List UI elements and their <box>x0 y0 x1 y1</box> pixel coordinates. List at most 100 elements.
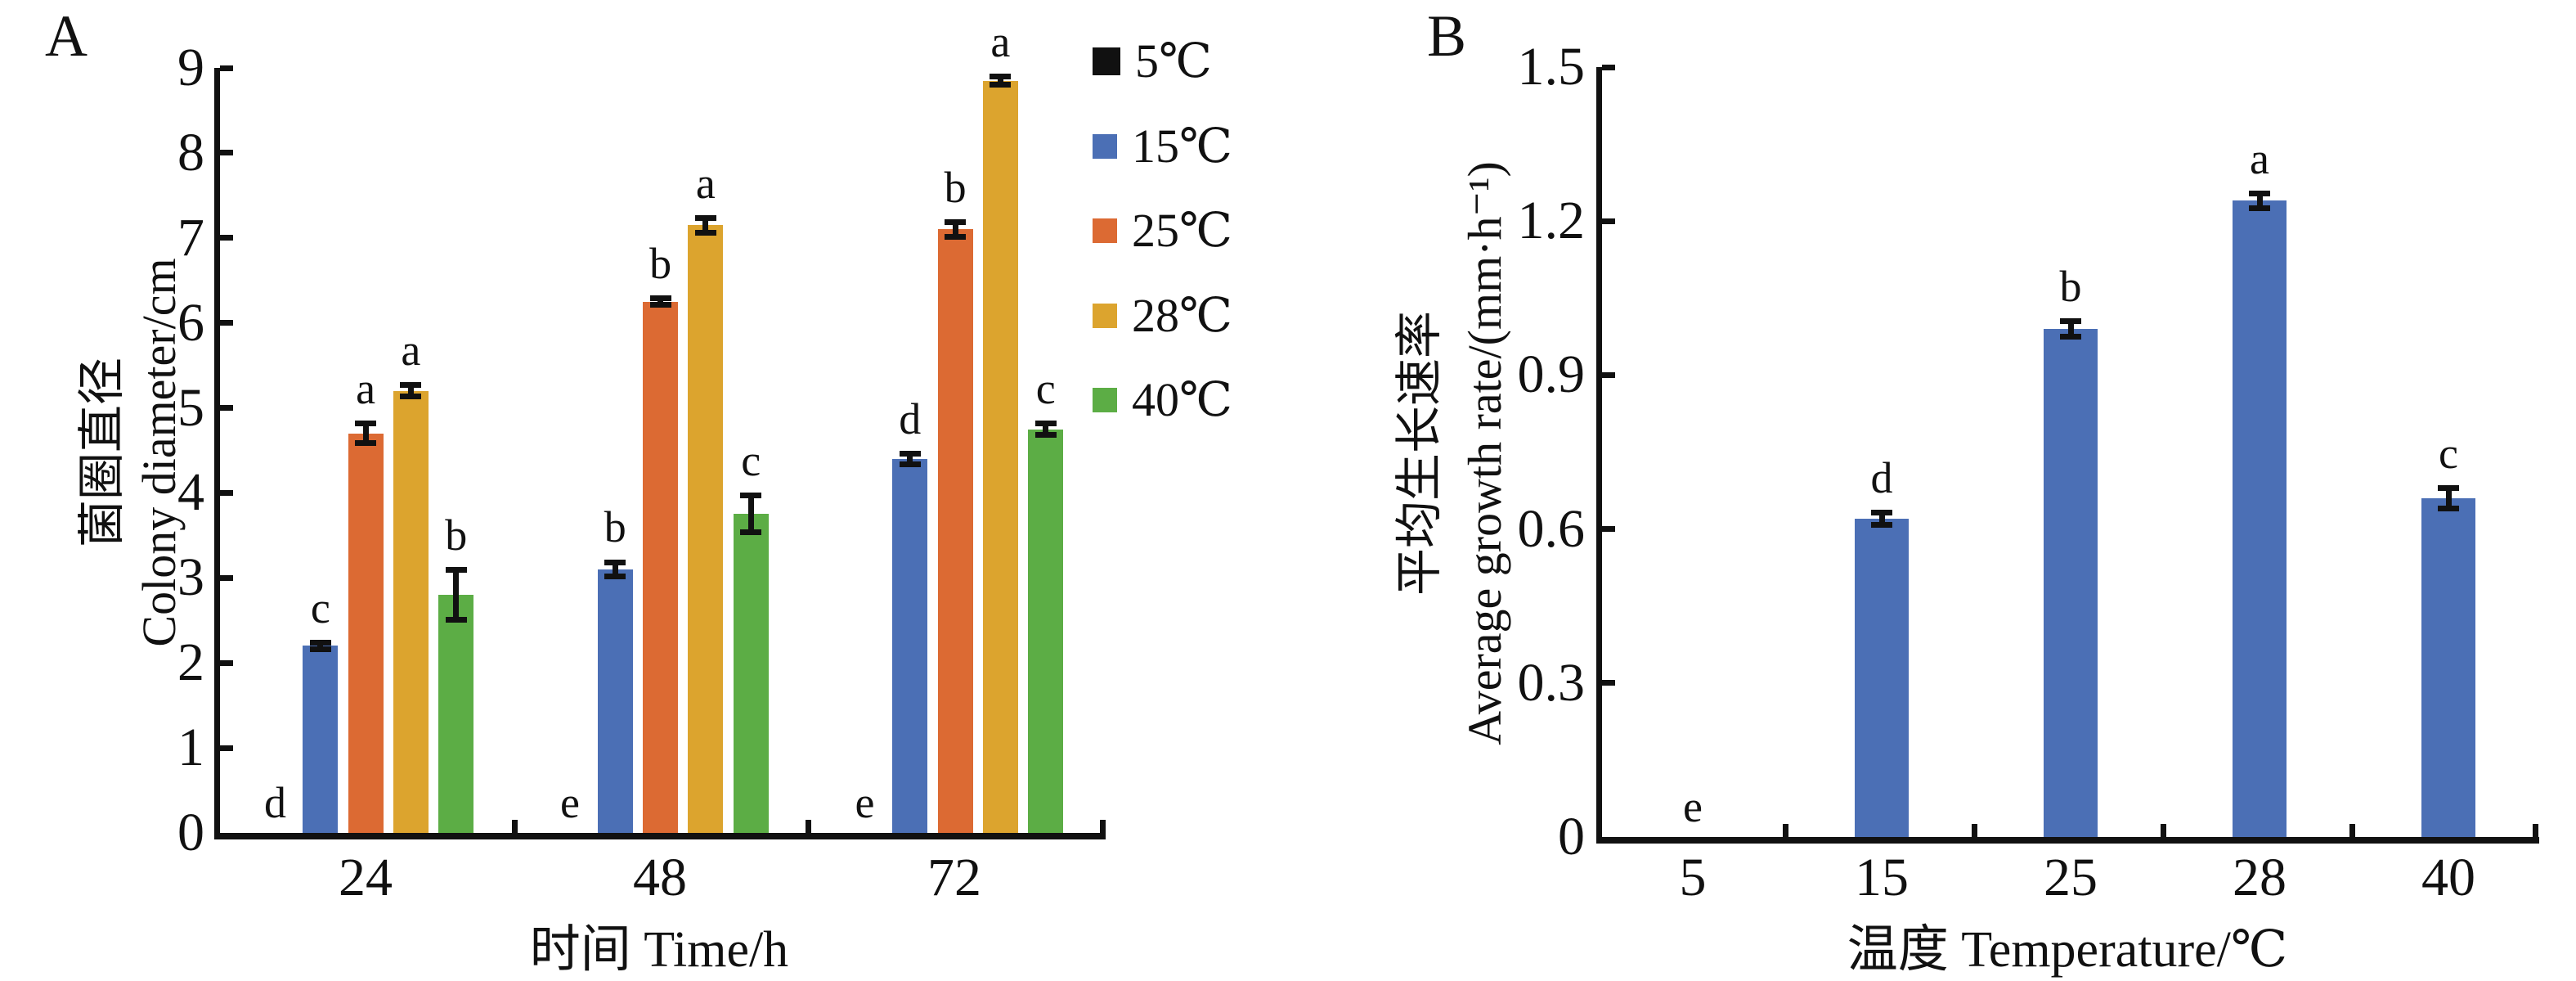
panel-b-bar-15c-error-bar-stem <box>1878 509 1885 529</box>
legend-label-15℃: 15℃ <box>1132 119 1232 173</box>
panel-b-y-axis-title-en: Average growth rate/(mm·h⁻¹) <box>1458 161 1511 745</box>
panel-a-bar-24h-28℃-error-bar <box>400 382 422 400</box>
temperature-legend: 5℃ 15℃ 25℃ 28℃ 40℃ <box>1093 38 1338 496</box>
panel-a-x-tick-0 <box>511 820 518 833</box>
panel-b-bar-25c <box>2044 328 2098 837</box>
panel-b-bar-25c-letter: b <box>2059 262 2082 312</box>
panel-a-bar-48h-28℃-letter: a <box>695 158 716 208</box>
panel-a-bar-72h-40℃ <box>1028 429 1064 833</box>
panel-a-bar-72h-40℃-error-bar <box>1034 421 1057 438</box>
panel-b-label: B <box>1427 3 1467 69</box>
panel-b-x-axis-title: 温度 Temperature/℃ <box>1847 922 2288 978</box>
panel-b-bar-25c-error-bar-stem <box>2067 318 2074 340</box>
panel-a-bar-24h-15℃-error-bar <box>309 640 331 652</box>
panel-a-bar-72h-5℃-letter: e <box>855 778 875 827</box>
panel-b-x-tick-1 <box>1971 824 1977 837</box>
legend-swatch-25℃ <box>1093 218 1117 243</box>
panel-a-bar-48h-25℃ <box>643 301 679 833</box>
panel-b-y-tick-0.6 <box>1602 526 1615 533</box>
panel-a-x-axis-line <box>214 833 1106 839</box>
panel-a-bar-24h-28℃ <box>393 390 429 833</box>
legend-item-25℃: 25℃ <box>1093 207 1232 254</box>
panel-b-x-tick-2 <box>2160 824 2166 837</box>
panel-a-bar-24h-15℃ <box>303 646 339 833</box>
panel-b-y-tick-1.5 <box>1602 64 1615 70</box>
panel-a-y-axis-line <box>214 68 220 839</box>
panel-a-bar-48h-40℃ <box>733 514 769 833</box>
panel-b-y-axis-title-zh: 平均生长速率 <box>1393 311 1446 596</box>
legend-swatch-28℃ <box>1093 303 1117 328</box>
panel-b-plot-area: e d b a c <box>1596 64 2539 844</box>
panel-a-bar-24h-25℃-letter: a <box>356 364 376 414</box>
panel-a-bar-48h-15℃-error-bar-stem <box>612 559 618 580</box>
panel-a-bar-48h-15℃-letter: b <box>604 502 626 552</box>
panel-b-x-tick-4 <box>2532 824 2538 837</box>
panel-b-x-category-label-28: 28 <box>2233 848 2287 907</box>
panel-a-bar-72h-25℃-error-bar <box>945 218 967 240</box>
panel-a-bar-72h-15℃ <box>892 458 928 833</box>
panel-a-bar-72h-15℃-letter: d <box>899 394 922 443</box>
panel-a-y-tick-5 <box>220 405 233 412</box>
panel-b-x-tick-3 <box>2349 824 2355 837</box>
panel-a-bar-72h-25℃ <box>937 229 973 833</box>
panel-a-x-category-label-72: 72 <box>927 848 981 907</box>
legend-label-40℃: 40℃ <box>1132 373 1232 426</box>
panel-a-bar-48h-25℃-error-bar <box>649 295 671 308</box>
panel-a-bar-24h-25℃-error-bar-stem <box>362 421 369 447</box>
panel-a-bar-48h-5℃-letter: e <box>560 778 580 827</box>
panel-a-bar-24h-25℃ <box>348 433 384 833</box>
panel-b-bar-28c <box>2233 200 2287 837</box>
panel-a-bar-48h-28℃ <box>688 225 724 833</box>
panel-a-y-tick-4 <box>220 489 233 496</box>
panel-a-y-tick-6 <box>220 320 233 326</box>
panel-b-bar-15c <box>1855 519 1909 837</box>
panel-a-bar-48h-15℃-error-bar <box>604 559 626 580</box>
panel-a-bar-24h-15℃-error-bar-stem <box>317 640 324 652</box>
panel-b-bar-28c-error-bar <box>2249 190 2270 211</box>
panel-b-bar-15c-letter: d <box>1870 452 1893 502</box>
legend-item-40℃: 40℃ <box>1093 376 1232 424</box>
panel-a-bar-48h-28℃-error-bar <box>694 214 716 236</box>
panel-a-x-tick-1 <box>805 820 811 833</box>
legend-item-15℃: 15℃ <box>1093 119 1232 173</box>
panel-a-bar-24h-28℃-letter: a <box>401 326 421 376</box>
panel-a-y-tick-8 <box>220 150 233 156</box>
panel-a-y-tick-9 <box>220 65 233 71</box>
panel-b-bar-15c-error-bar <box>1871 509 1892 529</box>
panel-b-bar-28c-error-bar-stem <box>2256 190 2263 211</box>
panel-a-bar-72h-25℃-error-bar-stem <box>952 218 958 240</box>
panel-a-bar-24h-28℃-error-bar-stem <box>407 382 414 400</box>
legend-item-28℃: 28℃ <box>1093 288 1232 342</box>
panel-b-y-axis-line <box>1596 67 1602 844</box>
legend-swatch-5℃ <box>1093 47 1120 75</box>
panel-a-bar-48h-40℃-error-bar-stem <box>747 493 754 536</box>
panel-a-y-axis-title-zh: 菌圈直径 <box>75 358 128 548</box>
panel-a-bar-24h-5℃-letter: d <box>264 778 286 827</box>
panel-a-bar-24h-40℃-error-bar-stem <box>453 566 460 623</box>
panel-a-bar-24h-40℃-error-bar <box>445 566 467 623</box>
panel-a-bar-72h-25℃-letter: b <box>944 162 967 212</box>
panel-b-bar-25c-error-bar <box>2060 318 2081 340</box>
panel-b-bar-40c-letter: c <box>2439 429 2458 479</box>
panel-a-bar-72h-15℃-error-bar <box>899 450 921 468</box>
panel-b-y-tick-0.9 <box>1602 371 1615 378</box>
panel-a-y-tick-1 <box>220 745 233 751</box>
panel-a-x-category-label-48: 48 <box>633 848 687 907</box>
panel-a-bar-24h-40℃ <box>438 595 474 833</box>
panel-a-bar-48h-25℃-error-bar-stem <box>657 295 664 308</box>
legend-swatch-15℃ <box>1093 133 1117 159</box>
panel-a-bar-72h-28℃-error-bar-stem <box>997 74 1003 88</box>
panel-b-bar-40c-error-bar <box>2438 485 2459 511</box>
legend-label-5℃: 5℃ <box>1135 34 1212 88</box>
panel-b-bar-5c-letter: e <box>1683 782 1703 831</box>
panel-b-y-axis-title: 平均生长速率 Average growth rate/(mm·h⁻¹) <box>1387 44 1521 862</box>
panel-a-y-tick-2 <box>220 659 233 666</box>
panel-a-bar-72h-40℃-letter: c <box>1035 364 1056 414</box>
panel-a-bar-48h-15℃ <box>597 569 633 833</box>
panel-a-bar-72h-15℃-error-bar-stem <box>907 450 913 468</box>
panel-a-x-axis-title: 时间 Time/h <box>529 922 789 978</box>
panel-b-x-category-label-25: 25 <box>2044 848 2098 907</box>
legend-label-28℃: 28℃ <box>1132 288 1232 342</box>
panel-a-bar-24h-15℃-letter: c <box>310 583 330 633</box>
